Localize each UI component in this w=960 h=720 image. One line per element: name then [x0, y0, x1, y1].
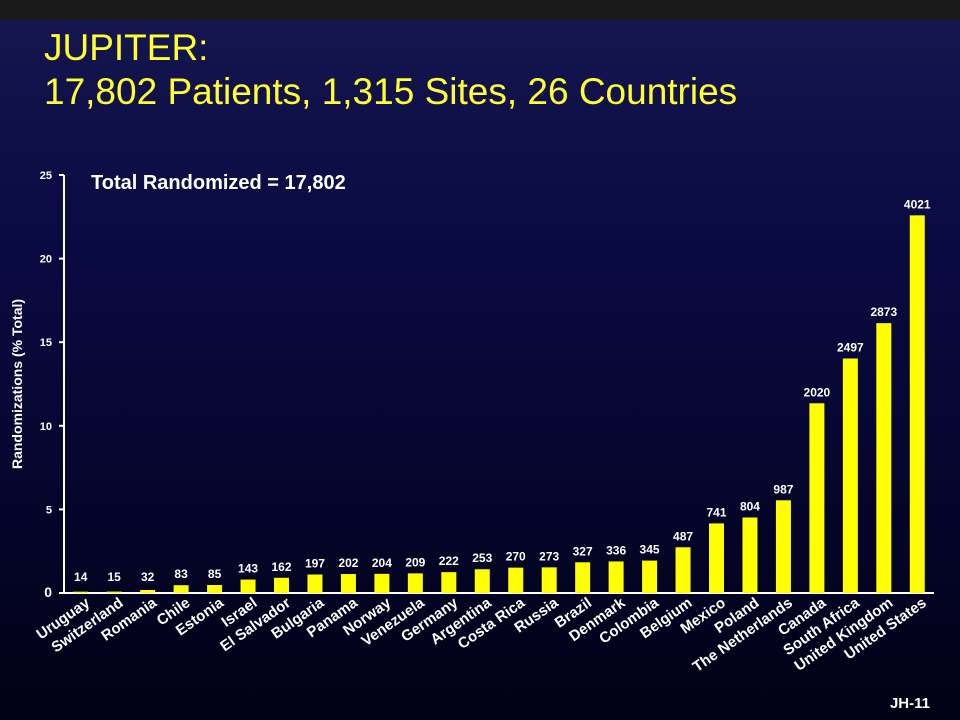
bar-value-label: 32 [141, 570, 155, 584]
bar-value-label: 804 [740, 499, 760, 513]
bar [742, 517, 758, 593]
bar [106, 591, 122, 593]
bar [307, 574, 323, 593]
bar-value-label: 2020 [804, 385, 831, 399]
bar-value-label: 143 [238, 562, 258, 576]
title-line-1: JUPITER: [44, 27, 209, 68]
bar-value-label: 202 [338, 556, 358, 570]
bar [675, 547, 691, 593]
bar [374, 573, 390, 593]
y-tick-label: 10 [40, 421, 52, 433]
bar [842, 358, 858, 593]
bar-value-label: 4021 [904, 197, 931, 211]
bar-value-label: 987 [773, 482, 793, 496]
bar [207, 585, 223, 593]
y-tick-label: 15 [40, 337, 52, 349]
y-tick-label: 25 [40, 170, 52, 182]
bar-value-label: 14 [74, 570, 88, 584]
y-axis-label: Randomizations (% Total) [9, 299, 25, 469]
bar-value-label: 270 [506, 550, 526, 564]
chart-subtitle: Total Randomized = 17,802 [91, 172, 346, 194]
bar-value-label: 83 [174, 567, 188, 581]
bar-value-label: 741 [706, 505, 726, 519]
bar-value-label: 345 [640, 543, 660, 557]
bar-value-label: 209 [405, 555, 425, 569]
bar [541, 567, 557, 593]
bar [642, 560, 658, 593]
y-tick-label: 0 [44, 584, 52, 600]
bar [274, 577, 289, 593]
bar-value-label: 2873 [870, 305, 897, 319]
bar-value-label: 2497 [837, 340, 864, 354]
bar [240, 579, 256, 593]
y-tick-label: 20 [40, 254, 52, 266]
bar [575, 562, 591, 593]
bar-value-label: 15 [108, 570, 122, 584]
bar [474, 569, 490, 593]
bar [73, 591, 89, 593]
bar [173, 585, 189, 593]
y-tick-label: 5 [46, 504, 52, 516]
bar [508, 567, 524, 593]
bar [608, 561, 624, 593]
bar [140, 589, 156, 593]
slide-footer: JH-11 [889, 695, 930, 712]
bar [775, 500, 791, 593]
top-bar [0, 0, 960, 20]
bar-value-label: 253 [472, 551, 492, 565]
bar [876, 323, 892, 593]
bar [407, 573, 423, 593]
bar-value-label: 85 [208, 567, 222, 581]
bar-value-label: 222 [439, 554, 459, 568]
bar-value-label: 204 [372, 556, 392, 570]
slide-title: JUPITER: 17,802 Patients, 1,315 Sites, 2… [44, 26, 737, 114]
bar [340, 574, 356, 593]
bar [809, 403, 825, 593]
bar-value-label: 327 [573, 544, 593, 558]
bar-value-label: 162 [271, 560, 291, 574]
bar-value-label: 336 [606, 543, 626, 557]
bar [909, 215, 925, 593]
bar-value-label: 197 [305, 556, 325, 570]
title-line-2: 17,802 Patients, 1,315 Sites, 26 Countri… [44, 71, 738, 112]
bar [709, 523, 724, 593]
bar-value-label: 487 [673, 529, 693, 543]
bar-value-label: 273 [539, 549, 559, 563]
bar [441, 572, 457, 593]
